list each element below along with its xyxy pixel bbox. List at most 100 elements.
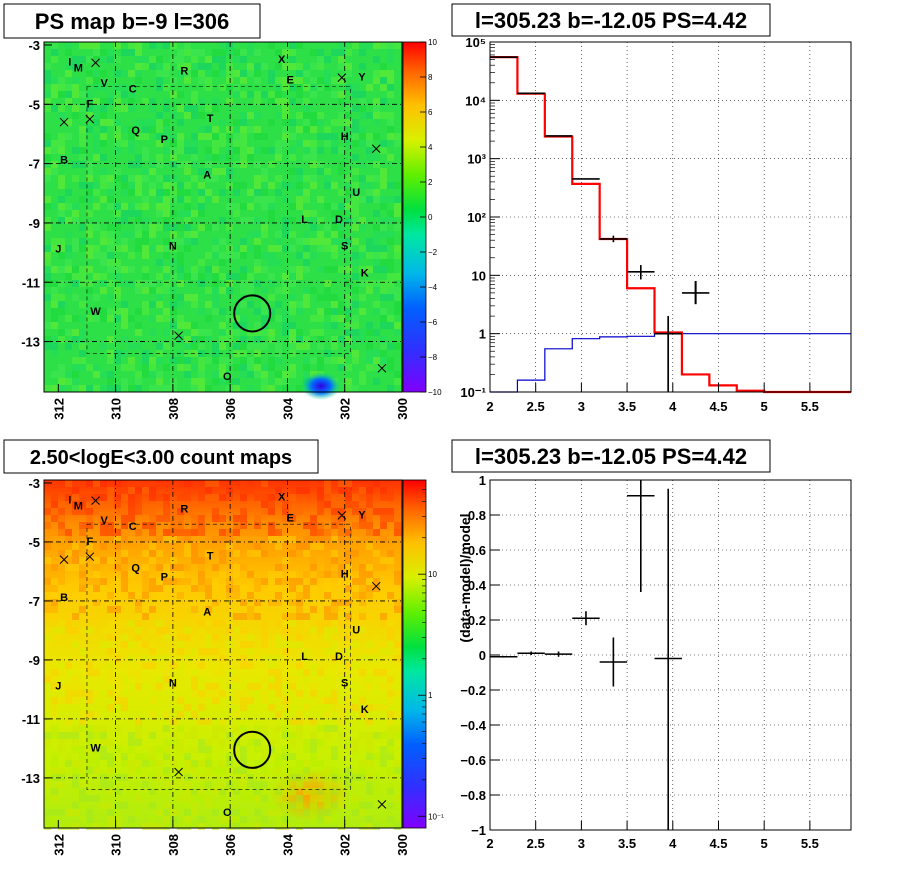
map-pixel — [72, 112, 79, 119]
map-pixel — [149, 550, 156, 557]
map-pixel — [240, 655, 247, 662]
map-pixel — [324, 732, 331, 739]
map-pixel — [149, 697, 156, 704]
x-tick-label: 3.5 — [618, 836, 636, 851]
map-pixel — [387, 732, 394, 739]
map-pixel — [51, 494, 58, 501]
map-pixel — [289, 697, 296, 704]
source-label: L — [301, 651, 308, 663]
map-pixel — [149, 119, 156, 126]
map-pixel — [170, 245, 177, 252]
map-pixel — [366, 557, 373, 564]
map-pixel — [100, 252, 107, 259]
map-pixel — [240, 161, 247, 168]
map-pixel — [303, 140, 310, 147]
map-pixel — [289, 42, 296, 49]
map-roi-box — [86, 523, 351, 790]
map-pixel — [254, 585, 261, 592]
map-pixel — [107, 781, 114, 788]
map-pixel — [352, 301, 359, 308]
residual-title-box — [451, 439, 771, 473]
map-pixel — [282, 280, 289, 287]
map-pixel — [296, 613, 303, 620]
map-pixel — [205, 196, 212, 203]
map-pixel — [268, 599, 275, 606]
map-pixel — [212, 175, 219, 182]
map-pixel — [107, 704, 114, 711]
map-pixel — [240, 613, 247, 620]
map-pixel — [247, 357, 254, 364]
map-pixel — [79, 781, 86, 788]
map-pixel — [121, 210, 128, 217]
map-pixel — [310, 84, 317, 91]
map-pixel — [114, 140, 121, 147]
map-pixel — [247, 154, 254, 161]
map-pixel — [86, 613, 93, 620]
map-pixel — [317, 690, 324, 697]
map-pixel — [324, 238, 331, 245]
map-pixel — [268, 245, 275, 252]
map-pixel — [233, 161, 240, 168]
map-pixel — [170, 760, 177, 767]
map-pixel — [72, 480, 79, 487]
map-pixel — [352, 196, 359, 203]
map-pixel — [149, 98, 156, 105]
map-pixel — [289, 802, 296, 809]
map-pixel — [44, 543, 51, 550]
map-pixel — [275, 259, 282, 266]
map-pixel — [219, 154, 226, 161]
map-pixel — [100, 259, 107, 266]
map-pixel — [387, 494, 394, 501]
map-pixel — [366, 739, 373, 746]
map-pixel — [310, 112, 317, 119]
map-pixel — [44, 224, 51, 231]
map-pixel — [58, 245, 65, 252]
map-pixel — [254, 578, 261, 585]
map-pixel — [247, 147, 254, 154]
map-pixel — [310, 746, 317, 753]
map-pixel — [275, 343, 282, 350]
map-pixel — [366, 84, 373, 91]
map-pixel — [114, 809, 121, 816]
map-pixel — [226, 634, 233, 641]
x-tick-label: 3 — [578, 836, 585, 851]
map-pixel — [44, 77, 51, 84]
map-pixel — [212, 98, 219, 105]
source-label: E — [287, 75, 294, 87]
map-pixel — [65, 760, 72, 767]
source-cross-marker — [377, 363, 387, 373]
map-pixel — [142, 655, 149, 662]
map-pixel — [184, 816, 191, 823]
map-pixel — [114, 592, 121, 599]
map-pixel — [261, 578, 268, 585]
map-pixel — [240, 816, 247, 823]
map-pixel — [324, 357, 331, 364]
map-pixel — [86, 480, 93, 487]
map-pixel — [296, 487, 303, 494]
map-pixel — [58, 378, 65, 385]
map-pixel — [205, 739, 212, 746]
map-pixel — [303, 63, 310, 70]
map-pixel — [268, 217, 275, 224]
map-pixel — [233, 788, 240, 795]
map-pixel — [310, 662, 317, 669]
map-pixel — [233, 378, 240, 385]
map-pixel — [240, 487, 247, 494]
map-pixel — [345, 322, 352, 329]
map-pixel — [128, 140, 135, 147]
map-pixel — [142, 266, 149, 273]
map-pixel — [86, 175, 93, 182]
map-pixel — [282, 781, 289, 788]
map-pixel — [338, 557, 345, 564]
map-pixel — [177, 781, 184, 788]
map-pixel — [58, 662, 65, 669]
map-pixel — [170, 774, 177, 781]
map-pixel — [65, 42, 72, 49]
map-pixel — [79, 56, 86, 63]
x-tick-label: 306 — [223, 398, 238, 420]
map-pixel — [289, 147, 296, 154]
map-pixel — [289, 329, 296, 336]
map-pixel — [338, 571, 345, 578]
map-pixel — [58, 301, 65, 308]
map-pixel — [51, 788, 58, 795]
